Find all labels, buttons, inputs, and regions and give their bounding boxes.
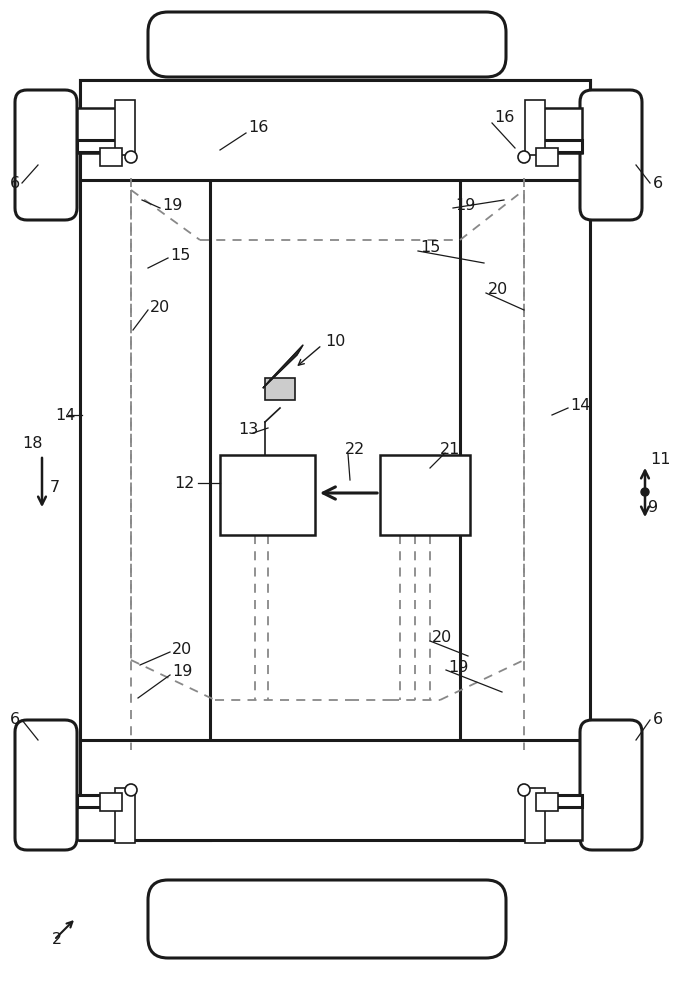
Text: 20: 20 (172, 643, 192, 658)
Text: 15: 15 (170, 247, 190, 262)
Bar (527, 795, 582, 807)
Bar (265, 378, 295, 400)
FancyBboxPatch shape (580, 90, 642, 220)
FancyBboxPatch shape (15, 720, 77, 850)
Bar (527, 795, 582, 840)
Text: 19: 19 (448, 660, 469, 676)
Text: 18: 18 (22, 436, 42, 450)
Text: 15: 15 (420, 240, 441, 255)
Bar (80, 80, 210, 840)
Text: 10: 10 (325, 334, 345, 350)
Circle shape (125, 151, 137, 163)
Bar (460, 80, 590, 840)
Text: 16: 16 (248, 120, 269, 135)
Text: 20: 20 (432, 631, 452, 646)
Text: 9: 9 (648, 500, 658, 516)
Text: 2: 2 (52, 932, 62, 948)
FancyBboxPatch shape (580, 720, 642, 850)
Text: 7: 7 (50, 480, 60, 494)
Bar (77, 795, 132, 807)
Text: 16: 16 (494, 110, 514, 125)
Bar (100, 793, 122, 811)
Bar (115, 100, 135, 155)
Bar (525, 788, 545, 843)
Bar (80, 80, 590, 180)
FancyBboxPatch shape (15, 90, 77, 220)
Bar (220, 455, 315, 535)
Text: 20: 20 (488, 282, 508, 298)
Text: 6: 6 (10, 176, 20, 190)
Bar (536, 793, 558, 811)
Bar (527, 108, 582, 153)
Text: 6: 6 (653, 176, 663, 190)
Circle shape (518, 151, 530, 163)
Circle shape (125, 784, 137, 796)
Text: 11: 11 (650, 452, 670, 468)
Polygon shape (263, 345, 303, 388)
Text: 12: 12 (175, 476, 195, 490)
Text: 19: 19 (172, 664, 192, 680)
Bar (77, 140, 132, 152)
Circle shape (518, 784, 530, 796)
Bar (100, 148, 122, 166)
Bar (77, 108, 132, 153)
Circle shape (641, 488, 649, 496)
Bar (536, 148, 558, 166)
Text: 13: 13 (238, 422, 258, 438)
Text: 6: 6 (653, 712, 663, 728)
Bar (525, 100, 545, 155)
Text: 14: 14 (55, 408, 75, 422)
Bar (80, 740, 590, 840)
Text: 14: 14 (570, 397, 590, 412)
Bar (380, 455, 470, 535)
Text: 6: 6 (10, 712, 20, 728)
Bar (527, 140, 582, 152)
Text: 19: 19 (162, 198, 182, 213)
FancyBboxPatch shape (148, 880, 506, 958)
Bar (77, 795, 132, 840)
Text: 21: 21 (440, 442, 460, 458)
Text: 19: 19 (455, 198, 475, 213)
FancyBboxPatch shape (148, 12, 506, 77)
Text: 20: 20 (150, 300, 170, 316)
Text: 22: 22 (345, 442, 365, 458)
Bar (115, 788, 135, 843)
